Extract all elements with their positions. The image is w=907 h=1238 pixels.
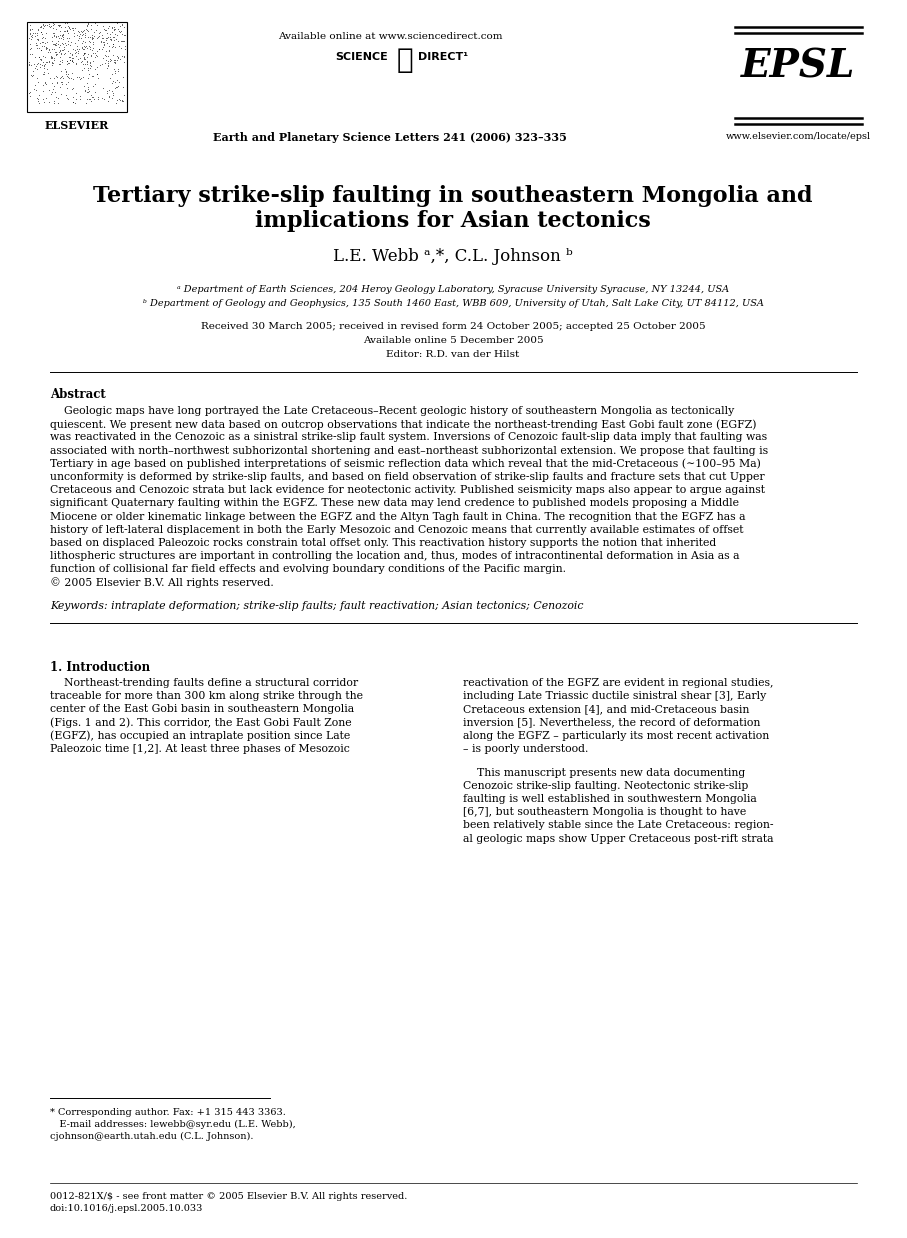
- Text: faulting is well established in southwestern Mongolia: faulting is well established in southwes…: [463, 794, 756, 803]
- Text: Available online at www.sciencedirect.com: Available online at www.sciencedirect.co…: [278, 32, 502, 41]
- Text: Tertiary in age based on published interpretations of seismic reflection data wh: Tertiary in age based on published inter…: [50, 459, 761, 469]
- Text: 0012-821X/$ - see front matter © 2005 Elsevier B.V. All rights reserved.: 0012-821X/$ - see front matter © 2005 El…: [50, 1192, 407, 1201]
- Text: This manuscript presents new data documenting: This manuscript presents new data docume…: [463, 768, 746, 777]
- Text: Available online 5 December 2005: Available online 5 December 2005: [363, 335, 543, 345]
- Text: © 2005 Elsevier B.V. All rights reserved.: © 2005 Elsevier B.V. All rights reserved…: [50, 578, 274, 588]
- Text: including Late Triassic ductile sinistral shear [3], Early: including Late Triassic ductile sinistra…: [463, 691, 766, 701]
- Text: ᵇ Department of Geology and Geophysics, 135 South 1460 East, WBB 609, University: ᵇ Department of Geology and Geophysics, …: [142, 300, 764, 308]
- Text: Geologic maps have long portrayed the Late Cretaceous–Recent geologic history of: Geologic maps have long portrayed the La…: [50, 406, 735, 416]
- Text: Northeast-trending faults define a structural corridor: Northeast-trending faults define a struc…: [50, 677, 358, 688]
- Text: Tertiary strike-slip faulting in southeastern Mongolia and: Tertiary strike-slip faulting in southea…: [93, 184, 813, 207]
- Text: Cretaceous and Cenozoic strata but lack evidence for neotectonic activity. Publi: Cretaceous and Cenozoic strata but lack …: [50, 485, 765, 495]
- Text: ᵃ Department of Earth Sciences, 204 Heroy Geology Laboratory, Syracuse Universit: ᵃ Department of Earth Sciences, 204 Hero…: [177, 285, 729, 293]
- Text: Received 30 March 2005; received in revised form 24 October 2005; accepted 25 Oc: Received 30 March 2005; received in revi…: [200, 322, 706, 331]
- Text: Keywords: intraplate deformation; strike-slip faults; fault reactivation; Asian : Keywords: intraplate deformation; strike…: [50, 600, 583, 610]
- Text: – is poorly understood.: – is poorly understood.: [463, 744, 589, 754]
- Text: * Corresponding author. Fax: +1 315 443 3363.: * Corresponding author. Fax: +1 315 443 …: [50, 1108, 286, 1117]
- Text: Miocene or older kinematic linkage between the EGFZ and the Altyn Tagh fault in : Miocene or older kinematic linkage betwe…: [50, 511, 746, 521]
- Text: Cretaceous extension [4], and mid-Cretaceous basin: Cretaceous extension [4], and mid-Cretac…: [463, 704, 749, 714]
- Text: Abstract: Abstract: [50, 387, 106, 401]
- Text: function of collisional far field effects and evolving boundary conditions of th: function of collisional far field effect…: [50, 565, 566, 574]
- Text: ELSEVIER: ELSEVIER: [44, 120, 109, 131]
- Text: along the EGFZ – particularly its most recent activation: along the EGFZ – particularly its most r…: [463, 730, 769, 740]
- Text: Editor: R.D. van der Hilst: Editor: R.D. van der Hilst: [386, 350, 520, 359]
- Text: L.E. Webb ᵃ,*, C.L. Johnson ᵇ: L.E. Webb ᵃ,*, C.L. Johnson ᵇ: [333, 248, 573, 265]
- Text: al geologic maps show Upper Cretaceous post-rift strata: al geologic maps show Upper Cretaceous p…: [463, 833, 774, 843]
- Text: cjohnson@earth.utah.edu (C.L. Johnson).: cjohnson@earth.utah.edu (C.L. Johnson).: [50, 1132, 253, 1141]
- Text: was reactivated in the Cenozoic as a sinistral strike-slip fault system. Inversi: was reactivated in the Cenozoic as a sin…: [50, 432, 767, 442]
- Text: (EGFZ), has occupied an intraplate position since Late: (EGFZ), has occupied an intraplate posit…: [50, 730, 350, 742]
- Text: inversion [5]. Nevertheless, the record of deformation: inversion [5]. Nevertheless, the record …: [463, 717, 760, 728]
- Text: been relatively stable since the Late Cretaceous: region-: been relatively stable since the Late Cr…: [463, 821, 774, 831]
- Text: significant Quaternary faulting within the EGFZ. These new data may lend credenc: significant Quaternary faulting within t…: [50, 499, 739, 509]
- Text: EPSL: EPSL: [741, 48, 855, 85]
- Text: reactivation of the EGFZ are evident in regional studies,: reactivation of the EGFZ are evident in …: [463, 677, 774, 688]
- Text: lithospheric structures are important in controlling the location and, thus, mod: lithospheric structures are important in…: [50, 551, 739, 561]
- Text: E-mail addresses: lewebb@syr.edu (L.E. Webb),: E-mail addresses: lewebb@syr.edu (L.E. W…: [50, 1120, 296, 1129]
- Text: DIRECT¹: DIRECT¹: [418, 52, 468, 62]
- Text: Paleozoic time [1,2]. At least three phases of Mesozoic: Paleozoic time [1,2]. At least three pha…: [50, 744, 350, 754]
- Text: implications for Asian tectonics: implications for Asian tectonics: [255, 210, 651, 232]
- Text: center of the East Gobi basin in southeastern Mongolia: center of the East Gobi basin in southea…: [50, 704, 354, 714]
- Text: quiescent. We present new data based on outcrop observations that indicate the n: quiescent. We present new data based on …: [50, 420, 756, 430]
- Text: (Figs. 1 and 2). This corridor, the East Gobi Fault Zone: (Figs. 1 and 2). This corridor, the East…: [50, 717, 352, 728]
- Text: 1. Introduction: 1. Introduction: [50, 661, 151, 673]
- Text: Cenozoic strike-slip faulting. Neotectonic strike-slip: Cenozoic strike-slip faulting. Neotecton…: [463, 781, 748, 791]
- Text: www.elsevier.com/locate/epsl: www.elsevier.com/locate/epsl: [726, 132, 871, 141]
- Text: unconformity is deformed by strike-slip faults, and based on field observation o: unconformity is deformed by strike-slip …: [50, 472, 765, 482]
- Text: doi:10.1016/j.epsl.2005.10.033: doi:10.1016/j.epsl.2005.10.033: [50, 1205, 203, 1213]
- Text: traceable for more than 300 km along strike through the: traceable for more than 300 km along str…: [50, 691, 363, 701]
- Text: SCIENCE: SCIENCE: [335, 52, 388, 62]
- Text: [6,7], but southeastern Mongolia is thought to have: [6,7], but southeastern Mongolia is thou…: [463, 807, 746, 817]
- Text: based on displaced Paleozoic rocks constrain total offset only. This reactivatio: based on displaced Paleozoic rocks const…: [50, 539, 717, 548]
- Text: Earth and Planetary Science Letters 241 (2006) 323–335: Earth and Planetary Science Letters 241 …: [213, 132, 567, 144]
- Text: ⓐ: ⓐ: [396, 46, 414, 74]
- Bar: [27, 22, 127, 111]
- Text: history of left-lateral displacement in both the Early Mesozoic and Cenozoic mea: history of left-lateral displacement in …: [50, 525, 744, 535]
- Text: associated with north–northwest subhorizontal shortening and east–northeast subh: associated with north–northwest subhoriz…: [50, 446, 768, 456]
